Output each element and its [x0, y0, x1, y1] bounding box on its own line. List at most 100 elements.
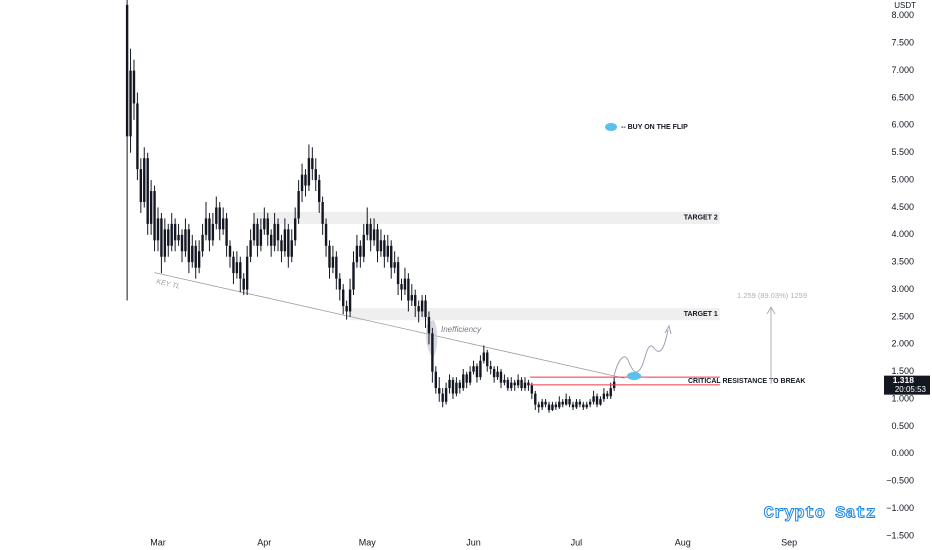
candle-body — [448, 379, 451, 389]
zones-layer — [154, 211, 720, 379]
candle-body — [390, 245, 393, 268]
candle-body — [256, 223, 259, 246]
candle-body — [173, 223, 177, 241]
candle-body — [252, 223, 256, 241]
x-tick-label: Jun — [466, 537, 481, 547]
candle-body — [468, 371, 472, 383]
countdown-label: 20:05:53 — [895, 385, 927, 394]
candle-body — [568, 399, 571, 405]
y-tick-label: 1.000 — [891, 393, 914, 403]
candle-body — [136, 103, 139, 170]
candle-body — [245, 256, 249, 290]
candle-body — [551, 404, 554, 411]
candle-body — [269, 234, 273, 246]
candle-body — [369, 223, 372, 241]
candle-body — [324, 223, 328, 246]
candle-body — [307, 158, 311, 186]
candle-body — [218, 207, 221, 230]
candle-body — [578, 401, 582, 405]
candle-body — [345, 305, 348, 312]
candle-body — [499, 371, 503, 383]
candle-body — [383, 240, 386, 257]
y-tick-label: 6.000 — [891, 120, 914, 130]
y-tick-label: 5.000 — [891, 174, 914, 184]
candle-body — [455, 382, 458, 394]
candle-body — [441, 393, 444, 402]
candle-body — [417, 305, 420, 312]
candle-body — [355, 245, 359, 263]
price-box — [884, 375, 930, 395]
candle-body — [331, 256, 335, 268]
candle-body — [534, 393, 537, 405]
candle-body — [571, 404, 575, 408]
candle-body — [215, 207, 218, 224]
candle-body — [287, 229, 290, 257]
x-tick-label: May — [359, 537, 377, 547]
candle-body — [259, 229, 263, 246]
candle-body — [366, 223, 369, 235]
candle-body — [544, 401, 547, 405]
candle-body — [156, 218, 160, 241]
candle-body — [479, 360, 482, 378]
candle-body — [225, 218, 228, 246]
candle-body — [496, 371, 499, 378]
candle-body — [290, 240, 293, 257]
candle-body — [300, 174, 304, 192]
candle-body — [177, 234, 180, 241]
y-tick-label: 5.500 — [891, 147, 914, 157]
candle-body — [427, 316, 431, 334]
candle-body — [167, 229, 170, 246]
y-tick-label: 1.500 — [891, 366, 914, 376]
candle-body — [592, 396, 595, 402]
buy-marker — [627, 372, 641, 380]
candle-body — [599, 399, 602, 405]
candle-body — [160, 218, 163, 257]
candle-body — [239, 262, 242, 279]
candle-body — [266, 218, 269, 235]
price-label: 1.318 — [893, 375, 915, 385]
x-tick-label: Aug — [675, 537, 691, 547]
legend-marker — [605, 123, 617, 131]
candle-body — [434, 371, 438, 389]
candle-body — [558, 401, 561, 408]
inefficiency-label: Inefficiency — [441, 325, 482, 334]
candle-body — [386, 245, 389, 257]
candle-body — [520, 379, 523, 389]
candle-body — [163, 229, 167, 257]
candle-body — [407, 278, 410, 301]
y-tick-label: 0.500 — [891, 421, 914, 431]
candle-body — [249, 240, 252, 257]
y-tick-label: 0.000 — [891, 448, 914, 458]
candle-body — [414, 295, 417, 306]
target-zone — [255, 211, 720, 224]
candle-body — [400, 284, 403, 290]
candle-body — [204, 218, 208, 235]
zone-label: TARGET 1 — [684, 311, 718, 318]
candle-body — [420, 300, 424, 312]
candle-body — [280, 240, 283, 252]
candle-body — [561, 401, 564, 405]
candle-body — [132, 70, 136, 104]
candle-body — [547, 404, 551, 411]
candle-body — [184, 229, 187, 252]
candle-body — [523, 382, 527, 389]
candle-body — [486, 352, 489, 367]
candle-body — [527, 382, 530, 386]
candle-body — [475, 366, 479, 378]
y-tick-label: 4.000 — [891, 229, 914, 239]
y-tick-label: −0.500 — [886, 476, 914, 486]
candle-body — [125, 4, 129, 137]
x-tick-label: Sep — [781, 537, 797, 547]
y-tick-label: 7.500 — [891, 38, 914, 48]
candle-body — [143, 158, 146, 202]
candle-body — [276, 223, 280, 241]
candle-body — [235, 262, 239, 274]
candle-body — [403, 278, 407, 290]
candle-body — [530, 385, 534, 394]
candle-body — [506, 379, 510, 389]
candle-body — [293, 218, 297, 241]
candle-body — [492, 368, 496, 378]
resistance-label: CRITICAL RESISTANCE TO BREAK — [688, 378, 805, 385]
candle-body — [540, 401, 544, 408]
y-tick-label: −1.500 — [886, 530, 914, 540]
